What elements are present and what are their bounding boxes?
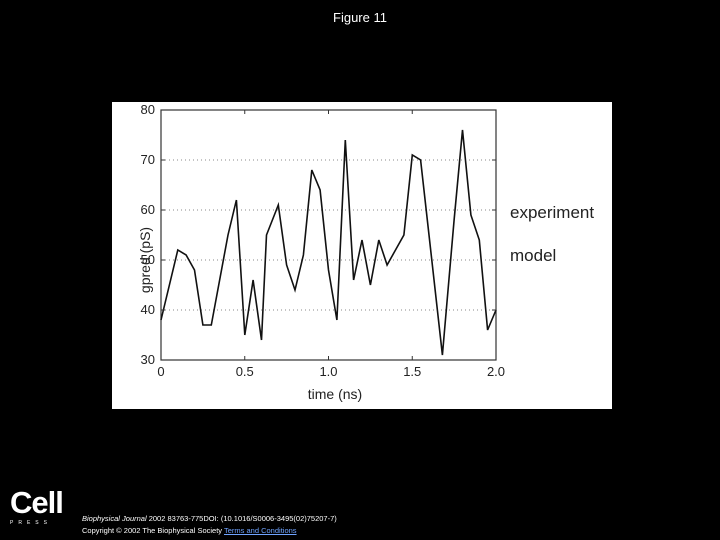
figure-panel: 30 40 50 60 70 80 0 0.5 1.0 1.5 2.0 time (ns) gpre…	[112, 102, 612, 409]
citation-line-1: Biophysical Journal 2002 83763-775DOI: (…	[82, 513, 337, 525]
x-tick-label-0: 0	[157, 364, 164, 379]
y-axis-label: gpred (pS)	[137, 227, 153, 293]
x-tick-label-1.0: 1.0	[319, 364, 337, 379]
x-tick-label-0.5: 0.5	[236, 364, 254, 379]
journal-name: Biophysical Journal	[82, 514, 147, 523]
y-tick-label-60: 60	[141, 202, 155, 217]
y-tick-label-50: 50	[141, 252, 155, 267]
x-axis-label: time (ns)	[308, 386, 362, 402]
citation-line-2: Copyright © 2002 The Biophysical Society…	[82, 525, 337, 537]
cell-logo-word: Cell	[10, 485, 64, 520]
copyright-text: Copyright © 2002 The Biophysical Society	[82, 526, 224, 535]
line-chart: 30 40 50 60 70 80 0 0.5 1.0 1.5 2.0 time (ns) gpre…	[137, 102, 594, 402]
y-tick-label-30: 30	[141, 352, 155, 367]
x-tick-label-2.0: 2.0	[487, 364, 505, 379]
series-line-model	[160, 129, 497, 356]
legend-model: model	[510, 246, 556, 265]
citation: Biophysical Journal 2002 83763-775DOI: (…	[82, 513, 337, 537]
x-tick-label-1.5: 1.5	[403, 364, 421, 379]
cell-press-logo: Cell PRESS	[10, 485, 64, 526]
figure-title: Figure 11	[333, 10, 387, 25]
citation-details: 2002 83763-775DOI: (10.1016/S0006-3495(0…	[146, 514, 337, 523]
cell-logo-press: PRESS	[10, 520, 52, 526]
y-tick-label-40: 40	[141, 302, 155, 317]
y-tick-label-80: 80	[141, 102, 155, 117]
y-tick-label-70: 70	[141, 152, 155, 167]
terms-link[interactable]: Terms and Conditions	[224, 526, 297, 535]
legend-experiment: experiment	[510, 203, 594, 222]
